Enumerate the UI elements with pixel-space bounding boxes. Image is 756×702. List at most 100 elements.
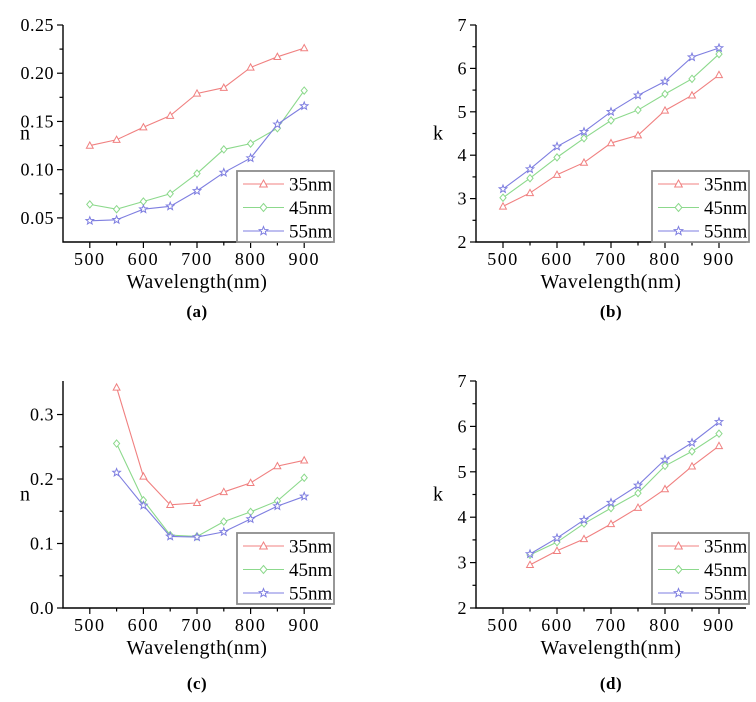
x-tick-label: 800 — [235, 615, 267, 635]
panel-caption-b: (b) — [599, 302, 623, 321]
legend-item-55nm: 55nm — [658, 222, 748, 243]
chart-c-svg: 500 600 700 800 900 0.0 0.1 0.2 0.3 Wavelength(nm… — [20, 381, 335, 659]
triangle-marker — [192, 88, 202, 97]
legend-label: 45nm — [289, 198, 333, 219]
series-35nm — [498, 70, 724, 210]
y-axis-ticks — [57, 24, 63, 219]
y-tick-labels: 0.05 0.10 0.15 0.20 0.25 — [21, 15, 55, 228]
panel-caption-a: (a) — [186, 302, 208, 321]
series-35nm — [112, 382, 309, 508]
triangle-marker — [139, 471, 148, 480]
diamond-marker — [300, 473, 308, 483]
triangle-marker — [579, 534, 589, 543]
legend-diamond-marker — [259, 564, 268, 575]
star-marker — [165, 200, 176, 211]
x-tick-label: 900 — [703, 249, 735, 269]
y-tick-label: 5 — [458, 462, 468, 482]
legend-box — [236, 532, 335, 605]
x-tick-label: 900 — [288, 249, 320, 269]
x-tick-label: 900 — [703, 615, 735, 635]
diamond-marker — [220, 145, 228, 154]
y-tick-label: 4 — [458, 507, 468, 527]
legend-triangle-marker — [258, 178, 269, 188]
y-axis-label: k — [433, 484, 443, 506]
series-line-35nm — [116, 387, 305, 506]
triangle-marker — [552, 546, 562, 554]
x-tick-label: 700 — [181, 615, 213, 635]
star-marker — [578, 514, 590, 525]
star-marker — [138, 500, 149, 510]
y-tick-label: 6 — [458, 58, 468, 78]
series-45nm — [499, 49, 723, 203]
legend-star-marker — [672, 225, 685, 236]
diamond-marker — [220, 517, 228, 526]
diamond-marker — [300, 86, 308, 95]
chart-panel-d: 500 600 700 800 900 2 3 4 5 6 7 Wavelength(nm) k 35nm… — [378, 338, 756, 702]
star-marker — [272, 500, 283, 511]
triangle-marker — [112, 382, 121, 391]
diamond-marker — [661, 461, 669, 471]
series-line-55nm — [529, 421, 720, 555]
triangle-marker — [112, 135, 121, 143]
star-marker — [191, 185, 203, 196]
star-marker — [551, 532, 563, 543]
triangle-marker — [633, 503, 643, 511]
series-35nm — [525, 441, 724, 569]
y-tick-labels: 2 3 4 5 6 7 — [458, 371, 468, 618]
triangle-marker — [606, 519, 616, 528]
legend-diamond-marker — [259, 202, 268, 213]
legend-item-55nm: 55nm — [243, 584, 333, 605]
diamond-marker — [526, 173, 534, 183]
legend-star-marker — [672, 587, 685, 598]
triangle-marker — [192, 498, 202, 507]
legend-item-35nm: 35nm — [243, 537, 333, 558]
diamond-marker — [634, 488, 642, 498]
legend-label: 55nm — [289, 222, 333, 243]
x-tick-label: 600 — [128, 249, 160, 269]
x-axis-label: Wavelength(nm) — [541, 271, 682, 293]
y-tick-label: 0.05 — [21, 208, 55, 228]
x-axis-ticks — [89, 608, 305, 614]
legend-triangle-marker — [673, 178, 684, 188]
legend-star-marker — [257, 225, 270, 236]
legend-label: 35nm — [289, 537, 333, 558]
triangle-marker — [687, 90, 697, 99]
triangle-marker — [139, 122, 148, 131]
series-line-45nm — [529, 433, 720, 556]
star-marker — [299, 491, 310, 501]
star-marker — [524, 163, 536, 174]
triangle-marker — [714, 70, 724, 79]
legend-item-45nm: 45nm — [243, 560, 333, 581]
diamond-marker — [86, 200, 94, 209]
legend-label: 45nm — [704, 560, 748, 581]
legend-triangle-marker — [258, 540, 269, 550]
star-marker — [245, 152, 256, 163]
triangle-marker — [525, 560, 535, 569]
series-55nm — [111, 467, 310, 542]
x-tick-label: 600 — [128, 615, 160, 635]
y-tick-label: 0.2 — [30, 469, 54, 489]
diamond-marker — [661, 89, 669, 99]
diamond-marker — [607, 503, 615, 513]
x-tick-label: 500 — [74, 615, 106, 635]
star-marker — [299, 100, 310, 111]
x-tick-label: 500 — [74, 249, 106, 269]
panel-caption-d: (d) — [599, 674, 623, 693]
star-marker — [578, 126, 590, 137]
triangle-marker — [246, 62, 255, 71]
y-tick-label: 0.20 — [21, 63, 55, 83]
diamond-marker — [193, 169, 201, 178]
legend-triangle-marker — [673, 540, 684, 550]
star-marker — [659, 76, 671, 86]
y-axis-label: n — [20, 123, 30, 145]
x-axis-ticks — [502, 608, 720, 614]
triangle-marker — [246, 478, 255, 487]
series-55nm — [497, 42, 725, 194]
star-marker — [551, 141, 563, 151]
y-tick-label: 7 — [458, 15, 468, 35]
series-45nm — [112, 439, 308, 541]
y-tick-label: 0.10 — [21, 160, 55, 180]
x-axis-ticks — [89, 242, 305, 248]
